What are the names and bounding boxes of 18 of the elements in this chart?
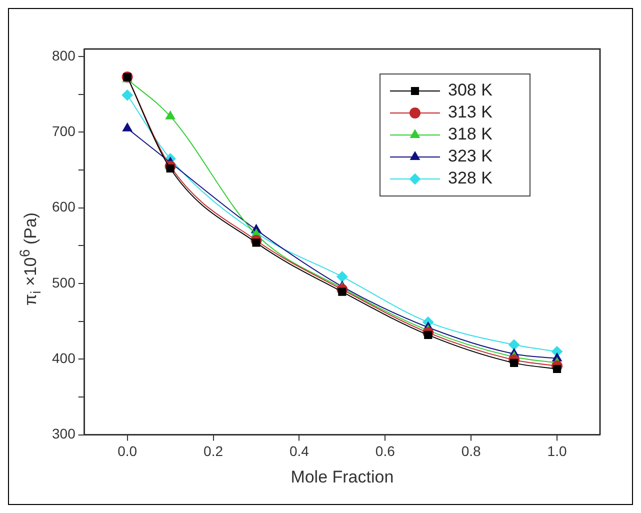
y-tick-label: 400: [52, 350, 76, 366]
y-tick-label: 500: [52, 274, 76, 290]
x-tick-label: 0.0: [118, 443, 138, 460]
legend-label: 328 K: [448, 168, 494, 188]
legend-label: 318 K: [448, 124, 494, 144]
x-tick-label: 0.6: [375, 443, 396, 460]
y-tick-label: 600: [52, 198, 76, 215]
legend-label: 323 K: [448, 146, 494, 166]
legend-label: 313 K: [448, 102, 494, 122]
x-axis-title: Mole Fraction: [290, 467, 394, 486]
x-tick-label: 0.4: [289, 443, 310, 460]
y-tick-label: 800: [52, 47, 76, 64]
legend-label: 308 K: [448, 80, 494, 100]
x-tick-label: 1.0: [547, 443, 567, 460]
y-tick-label: 700: [52, 123, 76, 140]
x-tick-label: 0.8: [461, 443, 482, 460]
x-tick-label: 0.2: [204, 443, 224, 460]
y-tick-label: 300: [52, 426, 76, 442]
